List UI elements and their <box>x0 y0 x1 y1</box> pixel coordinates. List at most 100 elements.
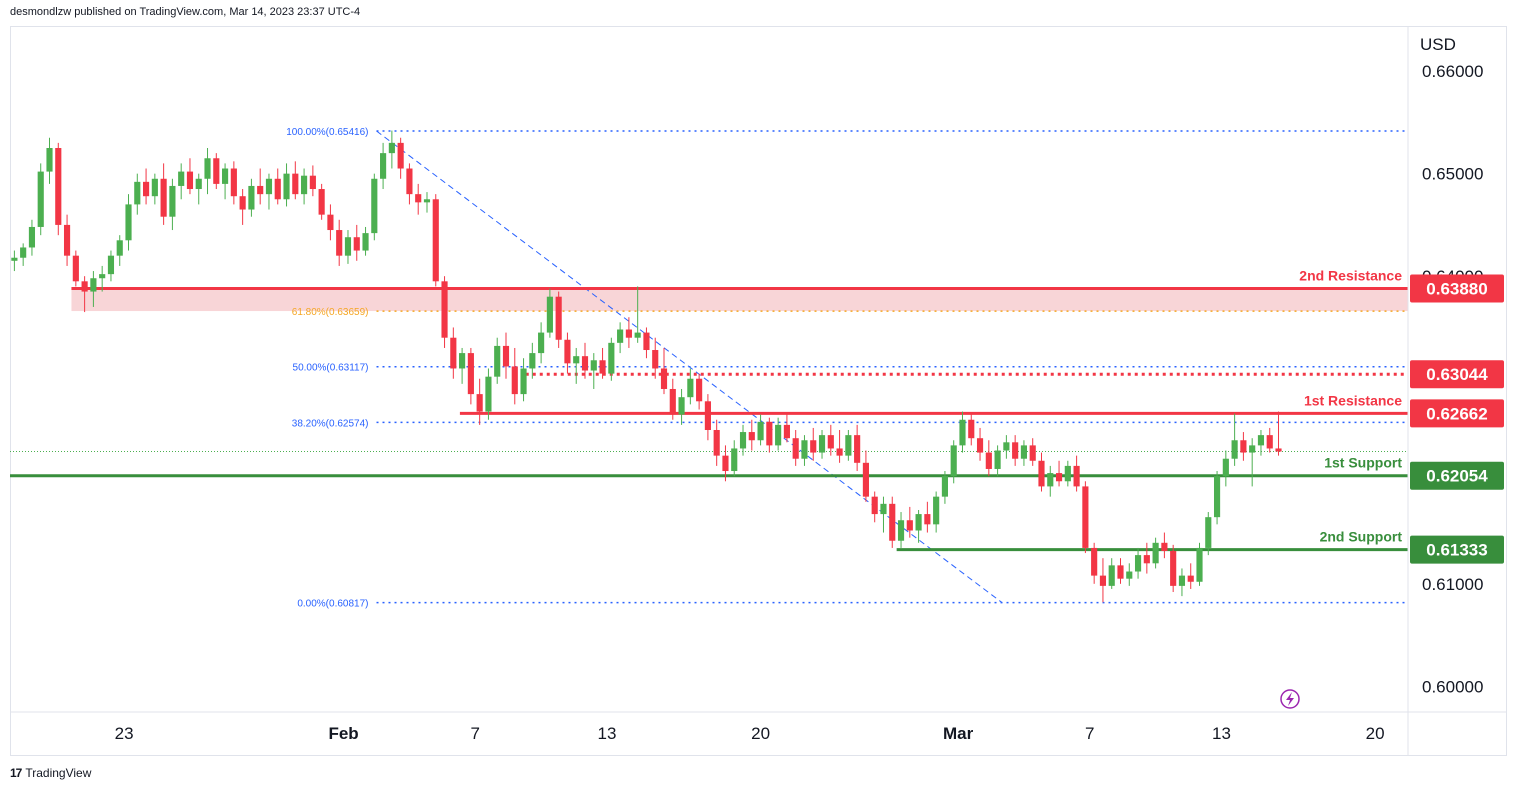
candle-body <box>1196 547 1203 582</box>
candle-body <box>81 281 88 292</box>
candle-body <box>1161 542 1168 552</box>
candle-body <box>344 237 352 256</box>
level-label: 2nd Support <box>1320 529 1403 545</box>
candle-body <box>116 240 123 256</box>
candle-body <box>257 185 264 195</box>
candle-body <box>1257 435 1265 446</box>
candle-body <box>336 230 343 256</box>
candle-body <box>968 419 975 439</box>
candle-body <box>985 452 992 469</box>
level-label: 1st Resistance <box>1304 392 1402 408</box>
candle-body <box>90 278 97 292</box>
candle-body <box>1205 517 1212 548</box>
currency-label: USD <box>1420 35 1456 54</box>
candle-body <box>555 296 562 340</box>
candle-body <box>283 173 290 200</box>
candle-body <box>28 226 36 248</box>
candle-body <box>204 158 211 179</box>
candle-body <box>1020 445 1028 459</box>
candle-body <box>1012 442 1019 459</box>
candle-body <box>792 438 799 459</box>
candle-body <box>239 196 246 210</box>
time-tick-label: 23 <box>115 724 134 743</box>
resistance-zone <box>71 288 1408 312</box>
candle-body <box>99 274 106 279</box>
candle-body <box>1038 460 1045 487</box>
tv-mark-icon: 17 <box>10 766 22 780</box>
candle-body <box>933 496 940 525</box>
publisher-caption: desmondlzw published on TradingView.com,… <box>10 6 361 18</box>
candle-body <box>634 332 641 338</box>
candle-body <box>704 401 711 431</box>
candle-body <box>994 450 1001 469</box>
candle-body <box>415 194 422 203</box>
candle-body <box>142 181 150 197</box>
candle-body <box>327 214 334 231</box>
candle-body <box>818 435 826 453</box>
candle-body <box>713 430 720 456</box>
candle-body <box>37 171 44 227</box>
candle-body <box>1266 435 1273 449</box>
candle-body <box>696 378 703 402</box>
candle-body <box>1222 458 1229 477</box>
candle-body <box>178 171 185 186</box>
candle-body <box>880 503 887 515</box>
candle-body <box>441 281 448 338</box>
fib-level-label: 61.80%(0.63659) <box>292 307 369 318</box>
candle-body <box>897 520 905 541</box>
candle-body <box>1003 442 1010 451</box>
fib-level-label: 0.00%(0.60817) <box>297 599 368 610</box>
candle-body <box>827 435 834 449</box>
candle-body <box>862 462 869 497</box>
fib-level-label: 50.00%(0.63117) <box>293 363 369 374</box>
candle-body <box>889 503 896 541</box>
candle-body <box>976 438 984 453</box>
level-label: 1st Support <box>1324 455 1402 471</box>
price-tag-value: 0.62662 <box>1426 404 1487 423</box>
price-tick-label: 0.61000 <box>1422 575 1483 594</box>
candle-body <box>529 353 536 369</box>
candle-body <box>748 432 755 441</box>
candle-body <box>388 142 395 154</box>
candle-body <box>1213 476 1221 518</box>
candle-body <box>134 181 141 205</box>
candle-body <box>160 178 167 217</box>
price-tag-value: 0.61333 <box>1426 541 1487 560</box>
price-tag-value: 0.63044 <box>1426 365 1488 384</box>
time-tick-label: 20 <box>1366 724 1385 743</box>
candle-body <box>617 329 624 343</box>
candle-body <box>783 424 790 439</box>
candle-body <box>467 353 474 395</box>
price-tag[interactable] <box>1410 535 1504 564</box>
time-tick-label: 7 <box>1085 724 1094 743</box>
price-tag[interactable] <box>1410 360 1504 389</box>
price-tag[interactable] <box>1410 274 1504 303</box>
price-tag[interactable] <box>1410 461 1504 490</box>
candle-body <box>1117 565 1124 579</box>
candle-body <box>573 356 580 364</box>
candle-body <box>186 171 194 190</box>
candle-body <box>643 332 650 351</box>
price-tick-label: 0.66000 <box>1422 62 1483 81</box>
candle-body <box>941 476 948 497</box>
candle-body <box>353 237 360 251</box>
time-tick-label: Feb <box>328 724 358 743</box>
price-tag[interactable] <box>1410 399 1504 428</box>
candle-body <box>265 178 273 195</box>
candle-body <box>432 199 439 282</box>
candle-body <box>845 435 852 456</box>
flash-icon[interactable] <box>1280 689 1300 709</box>
time-tick-label: Mar <box>943 724 974 743</box>
candle-body <box>1073 465 1080 487</box>
candle-body <box>915 514 922 531</box>
tradingview-logo[interactable]: 17 TradingView <box>10 766 91 780</box>
candle-body <box>1108 565 1115 586</box>
candle-body <box>775 424 782 446</box>
candle-body <box>301 175 308 195</box>
level-label: 2nd Resistance <box>1299 267 1402 283</box>
time-tick-label: 7 <box>471 724 480 743</box>
fib-level-label: 38.20%(0.62574) <box>292 418 369 429</box>
candle-body <box>1249 445 1256 453</box>
candle-body <box>581 356 589 371</box>
